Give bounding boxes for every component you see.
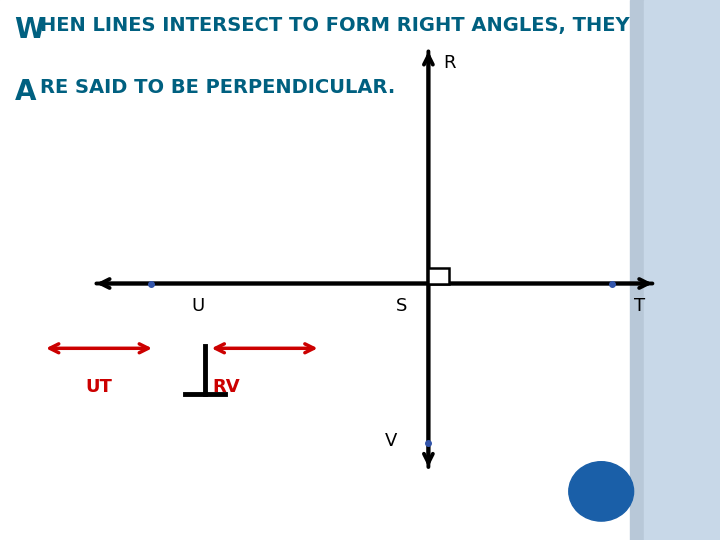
Text: RV: RV: [212, 378, 240, 396]
Text: W: W: [14, 16, 45, 44]
Text: R: R: [443, 54, 455, 72]
Text: V: V: [385, 432, 397, 450]
Bar: [630, 0, 644, 540]
Ellipse shape: [569, 462, 634, 521]
Text: S: S: [396, 297, 408, 315]
Text: UT: UT: [86, 378, 112, 396]
Text: HEN LINES INTERSECT TO FORM RIGHT ANGLES, THEY: HEN LINES INTERSECT TO FORM RIGHT ANGLES…: [40, 16, 629, 35]
Text: RE SAID TO BE PERPENDICULAR.: RE SAID TO BE PERPENDICULAR.: [40, 78, 395, 97]
Bar: [428, 268, 449, 284]
Bar: [644, 0, 720, 540]
Text: A: A: [14, 78, 36, 106]
Text: U: U: [192, 297, 204, 315]
Bar: [0, 0, 630, 540]
Text: T: T: [634, 297, 644, 315]
